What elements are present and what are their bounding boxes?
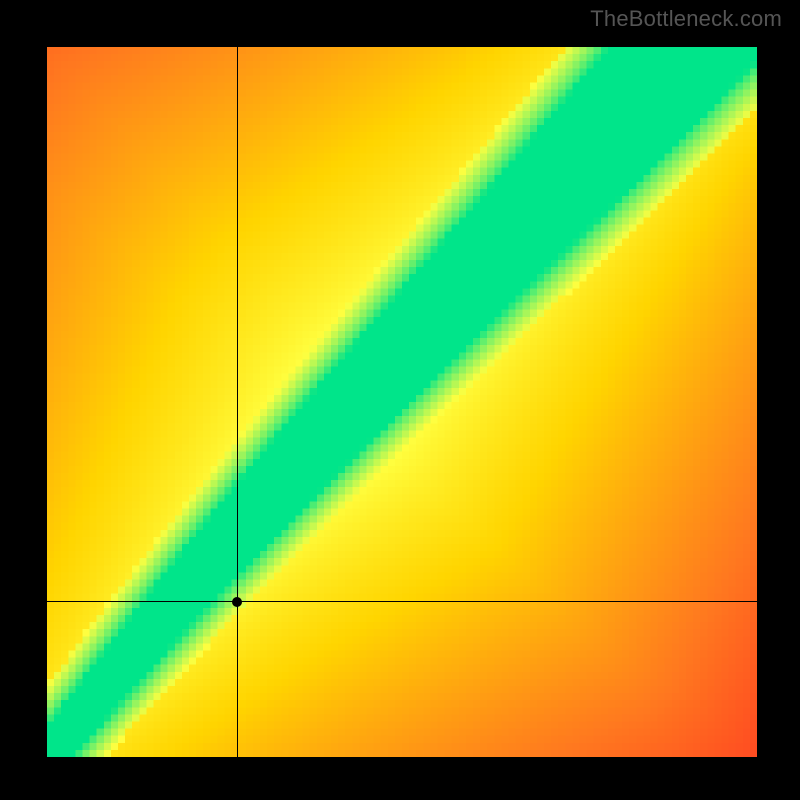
crosshair-vertical: [237, 47, 238, 757]
chart-container: TheBottleneck.com: [0, 0, 800, 800]
crosshair-point: [232, 597, 242, 607]
watermark-text: TheBottleneck.com: [590, 6, 782, 32]
crosshair-horizontal: [47, 601, 757, 602]
heatmap-canvas: [47, 47, 757, 757]
